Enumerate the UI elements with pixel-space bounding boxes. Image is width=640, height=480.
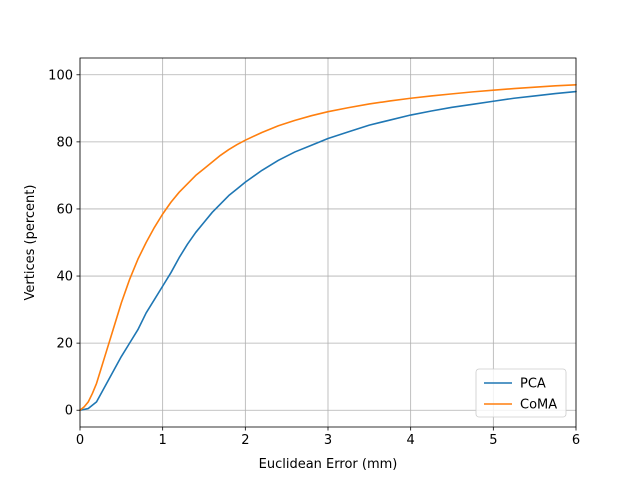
y-axis-ticks: 0 20 40 60 80 100 [48, 68, 80, 419]
x-axis-label: Euclidean Error (mm) [259, 457, 398, 472]
series-lines [79, 84, 577, 412]
legend: PCA CoMA [475, 368, 567, 418]
legend-label-pca: PCA [520, 377, 546, 392]
x-tick-label: 1 [159, 433, 167, 448]
y-tick-label: 20 [56, 337, 73, 352]
series-line-pca [79, 90, 577, 412]
y-tick-label: 0 [65, 404, 73, 419]
x-axis-ticks: 0 1 2 3 4 5 6 [76, 427, 580, 448]
x-tick-label: 6 [572, 433, 580, 448]
y-tick-label: 40 [56, 270, 73, 285]
grid-lines [79, 58, 577, 427]
y-tick-label: 100 [48, 68, 73, 83]
x-tick-label: 0 [76, 433, 84, 448]
x-tick-label: 3 [324, 433, 332, 448]
x-tick-label: 5 [489, 433, 497, 448]
y-tick-label: 80 [56, 135, 73, 150]
x-tick-label: 2 [241, 433, 249, 448]
legend-box [475, 368, 567, 418]
y-axis-label: Vertices (percent) [23, 185, 38, 301]
series-line-coma [79, 84, 577, 412]
x-tick-label: 4 [407, 433, 415, 448]
legend-label-coma: CoMA [520, 398, 557, 413]
y-tick-label: 60 [56, 202, 73, 217]
